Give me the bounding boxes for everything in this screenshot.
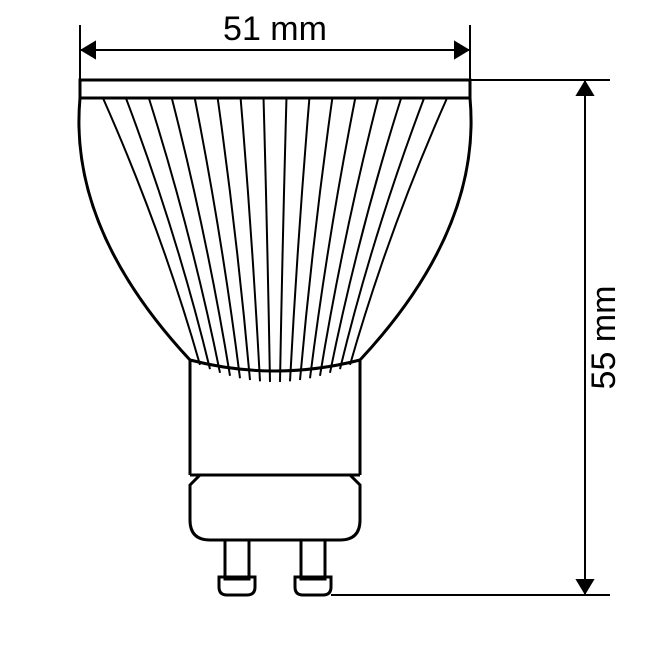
- height-dimension-label: 55 mm: [585, 286, 623, 390]
- width-dimension-label: 51 mm: [223, 10, 327, 48]
- bulb-dimension-diagram: 51 mm 55 mm: [0, 0, 650, 650]
